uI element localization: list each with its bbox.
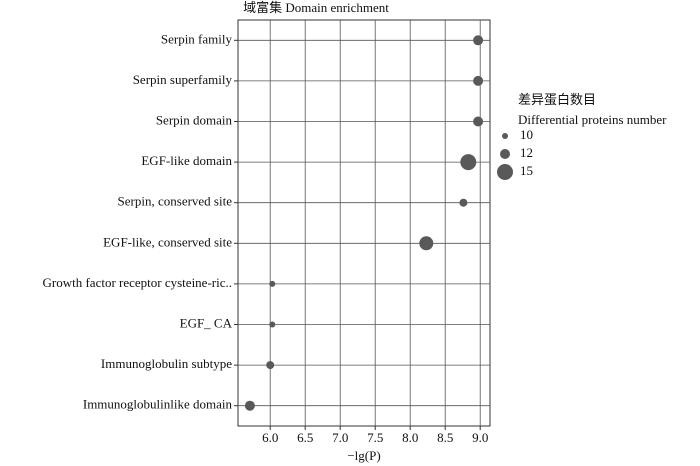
x-tick-label: 9.0 — [472, 430, 488, 445]
y-tick-label: Serpin superfamily — [133, 72, 233, 87]
x-tick-label: 6.0 — [262, 430, 278, 445]
x-tick-label: 7.5 — [367, 430, 383, 445]
y-tick-label: EGF-like, conserved site — [103, 234, 232, 249]
bubble — [459, 198, 468, 207]
legend-label: 12 — [520, 145, 533, 160]
chart-title: 域富集 Domain enrichment — [243, 0, 389, 15]
bubble — [473, 75, 484, 86]
legend-title: Differential proteins number — [518, 112, 667, 127]
bubble — [244, 400, 255, 411]
y-tick-label: Serpin family — [161, 31, 233, 46]
bubble — [269, 280, 276, 287]
x-axis-label: −lg(P) — [347, 448, 380, 463]
x-tick-label: 6.5 — [297, 430, 313, 445]
y-tick-label: EGF-like domain — [141, 153, 232, 168]
legend-label: 10 — [520, 127, 533, 142]
x-tick-label: 8.0 — [402, 430, 418, 445]
legend-bubble — [500, 149, 510, 159]
legend-bubble — [502, 133, 508, 139]
bubble — [473, 35, 484, 46]
y-tick-label: Growth factor receptor cysteine-ric.. — [43, 275, 233, 290]
legend-label: 15 — [520, 163, 533, 178]
bubble — [269, 321, 276, 328]
y-tick-label: Serpin, conserved site — [118, 194, 233, 209]
bubble — [473, 116, 484, 127]
bubble — [460, 154, 477, 171]
x-tick-label: 7.0 — [332, 430, 348, 445]
bubble — [419, 236, 434, 251]
plot-frame — [237, 19, 491, 427]
y-tick-label: EGF_ CA — [180, 315, 233, 330]
y-tick-label: Serpin domain — [156, 112, 233, 127]
y-tick-label: Immunoglobulin subtype — [101, 356, 232, 371]
y-tick-label: Immunoglobulinlike domain — [83, 397, 233, 412]
legend-bubble — [497, 164, 513, 180]
bubble — [266, 361, 275, 370]
legend-title: 差异蛋白数目 — [518, 92, 596, 107]
x-tick-label: 8.5 — [437, 430, 453, 445]
